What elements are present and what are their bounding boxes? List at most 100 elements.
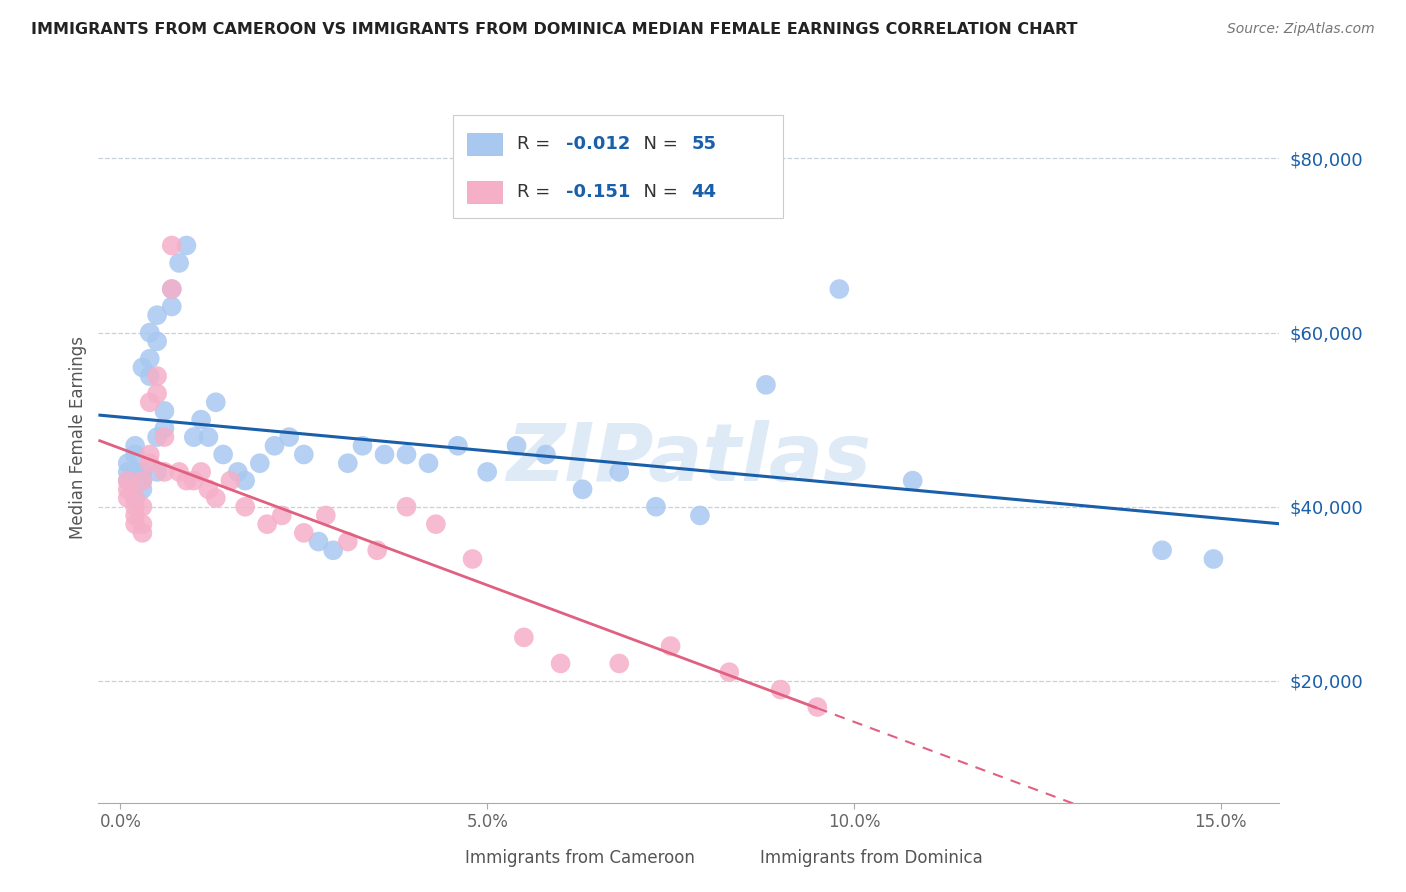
Point [505,439,527,453]
Point [901,474,924,488]
Point [160,300,183,314]
Point [117,474,139,488]
Point [146,308,169,322]
Point [131,360,153,375]
Point [425,517,447,532]
Point [322,543,344,558]
FancyBboxPatch shape [418,847,453,869]
Point [153,404,176,418]
Point [139,369,162,384]
Point [571,483,593,497]
Point [769,682,792,697]
Point [146,465,169,479]
Text: 55: 55 [692,135,716,153]
Point [366,543,388,558]
Point [689,508,711,523]
Text: Immigrants from Dominica: Immigrants from Dominica [759,848,983,867]
FancyBboxPatch shape [713,847,748,869]
Point [197,483,219,497]
Point [190,412,212,426]
Point [131,483,153,497]
Point [167,465,190,479]
Point [146,369,169,384]
Point [292,525,315,540]
Point [395,448,418,462]
Point [139,326,162,340]
Point [124,491,146,505]
Point [336,534,359,549]
Point [204,395,226,409]
Point [308,534,330,549]
Point [292,448,315,462]
Point [117,474,139,488]
Point [197,430,219,444]
Point [270,508,292,523]
Point [160,282,183,296]
Point [233,500,256,514]
Point [117,483,139,497]
Point [828,282,851,296]
Point [263,439,285,453]
Text: IMMIGRANTS FROM CAMEROON VS IMMIGRANTS FROM DOMINICA MEDIAN FEMALE EARNINGS CORR: IMMIGRANTS FROM CAMEROON VS IMMIGRANTS F… [31,22,1077,37]
Point [146,334,169,349]
Point [212,448,235,462]
FancyBboxPatch shape [467,133,502,155]
Point [534,448,557,462]
Point [117,456,139,470]
Point [352,439,374,453]
Point [550,657,572,671]
Point [139,351,162,366]
Point [226,465,249,479]
Point [315,508,337,523]
Point [176,474,198,488]
Point [117,465,139,479]
Point [418,456,440,470]
FancyBboxPatch shape [467,181,502,203]
Point [131,474,153,488]
Point [131,500,153,514]
Point [249,456,271,470]
Point [806,700,828,714]
Point [659,639,682,653]
Y-axis label: Median Female Earnings: Median Female Earnings [69,335,87,539]
Point [477,465,499,479]
Point [153,421,176,435]
Point [204,491,226,505]
Point [167,256,190,270]
Point [124,517,146,532]
Point [131,465,153,479]
Text: N =: N = [633,135,683,153]
Point [124,500,146,514]
FancyBboxPatch shape [453,115,783,218]
Point [139,456,162,470]
Point [146,386,169,401]
Text: Source: ZipAtlas.com: Source: ZipAtlas.com [1227,22,1375,37]
Text: N =: N = [633,183,683,201]
Text: -0.012: -0.012 [567,135,630,153]
Point [124,508,146,523]
Point [233,474,256,488]
Point [117,491,139,505]
Point [146,430,169,444]
Point [1202,552,1225,566]
Point [153,430,176,444]
Point [131,474,153,488]
Point [219,474,242,488]
Point [183,430,205,444]
Text: -0.151: -0.151 [567,183,630,201]
Point [447,439,470,453]
Point [336,456,359,470]
Point [461,552,484,566]
Text: ZIPatlas: ZIPatlas [506,420,872,498]
Point [124,465,146,479]
Point [153,465,176,479]
Point [176,238,198,252]
Point [395,500,418,514]
Text: R =: R = [516,183,555,201]
Point [131,525,153,540]
Text: Immigrants from Cameroon: Immigrants from Cameroon [464,848,695,867]
Text: 44: 44 [692,183,716,201]
Point [513,631,536,645]
Point [645,500,668,514]
Point [183,474,205,488]
